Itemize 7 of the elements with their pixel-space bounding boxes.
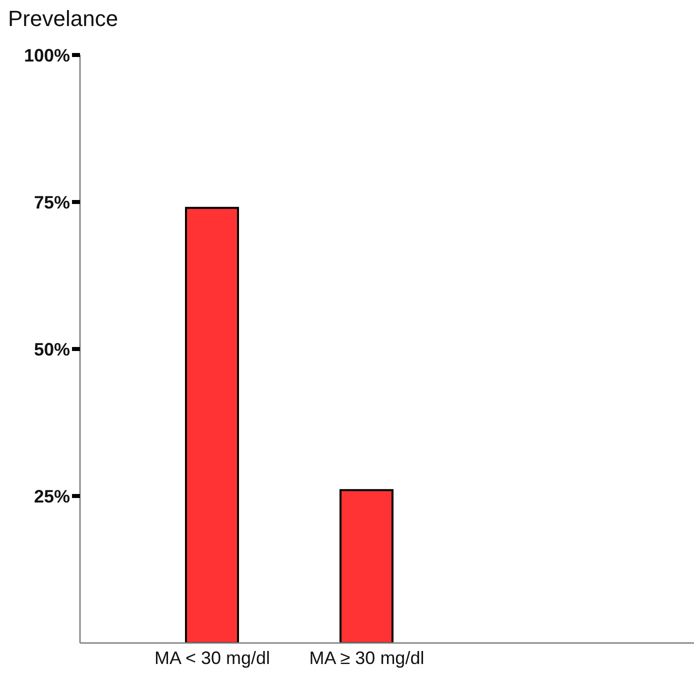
- x-tick-label: MA < 30 mg/dl: [154, 648, 270, 668]
- y-tick-label: 25%: [34, 486, 70, 506]
- y-tick-label: 75%: [34, 192, 70, 212]
- y-tick-label: 50%: [34, 339, 70, 360]
- y-tick-label: 100%: [24, 45, 70, 66]
- x-tick-label: MA ≥ 30 mg/dl: [309, 648, 424, 668]
- y-axis-title: Prevelance: [8, 6, 118, 32]
